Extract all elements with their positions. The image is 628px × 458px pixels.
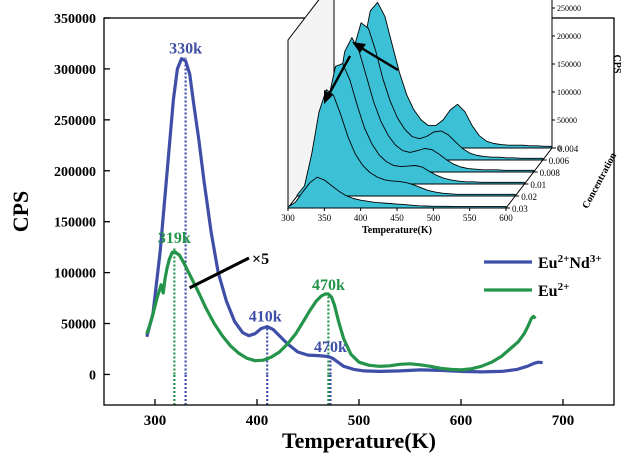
inset-arrow-shaft (326, 55, 352, 97)
inset-concentration-tick-label: 0.01 (530, 180, 546, 190)
multiplier-label: ×5 (252, 251, 269, 268)
inset-area-slice (315, 37, 535, 173)
inset-x-tick-label: 400 (354, 213, 368, 223)
inset-3d-chart: 300 350 400 450 500 550 600 0 50000 100000 150000… (281, 0, 622, 236)
main-x-axis-ticks: 300 400 500 600 700 (144, 399, 575, 429)
y-tick-label: 250000 (54, 114, 96, 129)
y-tick-label: 300000 (54, 63, 96, 78)
main-legend: Eu2+Nd3+ Eu2+ (484, 253, 602, 300)
y-tick-label: 0 (89, 368, 96, 383)
x-tick-label: 700 (552, 413, 575, 429)
main-x-axis-label: Temperature(K) (282, 428, 436, 453)
inset-concentration-tick-label: 0.004 (558, 144, 579, 154)
inset-x-axis-label: Temperature(K) (362, 225, 432, 236)
inset-area-slice (287, 176, 507, 209)
main-chart: 300 400 500 600 700 0 50000 100000 150000 200000… (8, 12, 615, 453)
inset-concentration-ticks: 0.004 0.006 0.008 0.01 0.02 0.03 (506, 144, 579, 214)
inset-arrow-head (324, 90, 333, 104)
main-y-axis-label: CPS (8, 191, 33, 233)
main-vertical-marker-lines (173, 57, 332, 405)
y-tick-label: 50000 (61, 318, 96, 333)
inset-concentration-tick-label: 0.02 (521, 192, 537, 202)
peak-annotation: 319k (158, 230, 191, 247)
inset-cps-tick-label: 150000 (557, 60, 581, 69)
legend-label: Eu2+ (538, 281, 569, 300)
peak-annotation: 470k (312, 277, 345, 294)
inset-cps-tick-label: 50000 (557, 116, 577, 125)
main-series-lines (145, 57, 543, 374)
inset-x-tick-label: 550 (463, 213, 477, 223)
y-tick-label: 350000 (54, 12, 96, 27)
x-tick-label: 600 (450, 413, 473, 429)
x-tick-label: 300 (144, 413, 167, 429)
main-peak-annotations: 330k 319k 410k 470k 470k (158, 41, 347, 356)
main-y-axis-ticks: 0 50000 100000 150000 200000 250000 300000 3500… (54, 12, 110, 383)
x-tick-label: 400 (246, 413, 269, 429)
inset-area-slice (305, 63, 525, 185)
legend-label: Eu2+Nd3+ (538, 253, 602, 272)
inset-concentration-tick-label: 0.03 (512, 204, 528, 214)
inset-x-tick-label: 450 (390, 213, 404, 223)
inset-x-tick-label: 600 (499, 213, 513, 223)
inset-area-slices (287, 1, 553, 209)
inset-cps-tick-label: 250000 (557, 4, 581, 13)
inset-x-axis-ticks: 300 350 400 450 500 550 600 (281, 208, 513, 223)
inset-arrow-head (352, 42, 366, 53)
inset-arrow-shaft (357, 44, 399, 72)
inset-cps-axis-label: CPS (611, 55, 622, 74)
y-tick-label: 200000 (54, 165, 96, 180)
inset-cps-tick-label: 100000 (557, 88, 581, 97)
inset-x-tick-label: 300 (281, 213, 295, 223)
peak-annotation: 410k (249, 308, 282, 325)
series-line (145, 250, 537, 372)
inset-concentration-tick-label: 0.008 (540, 168, 561, 178)
y-tick-label: 100000 (54, 267, 96, 282)
y-tick-label: 150000 (54, 216, 96, 231)
peak-annotation: 330k (169, 41, 202, 58)
inset-cps-tick-label: 200000 (557, 32, 581, 41)
inset-x-tick-label: 350 (318, 213, 332, 223)
inset-x-tick-label: 500 (427, 213, 441, 223)
inset-cps-tick-label: 0 (557, 144, 561, 153)
peak-annotation: 470k (314, 339, 347, 356)
x-tick-label: 500 (348, 413, 371, 429)
inset-concentration-tick-label: 0.006 (549, 156, 570, 166)
inset-trend-arrows (324, 42, 399, 104)
multiplier-pointer-line (188, 256, 250, 290)
